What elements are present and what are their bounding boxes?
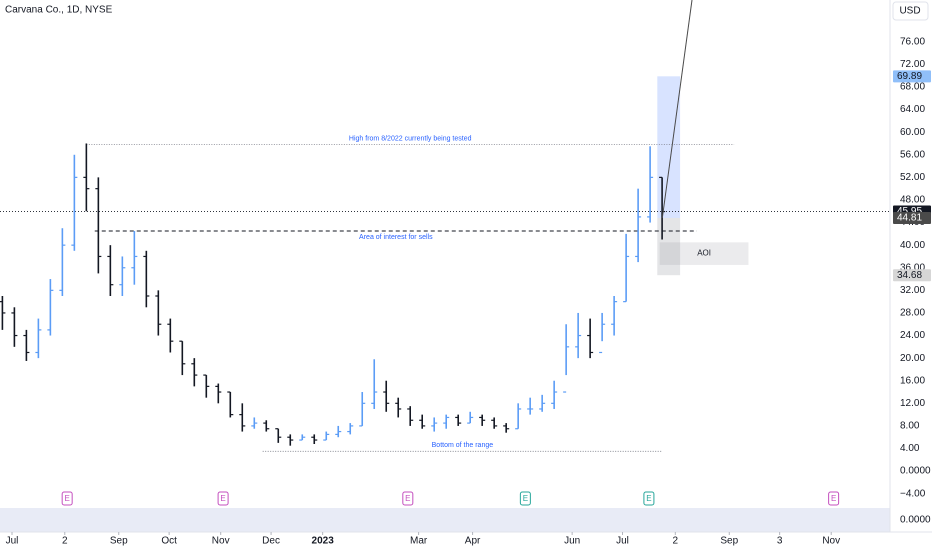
y-tick-label: 68.00 xyxy=(900,82,925,93)
annotation-text: High from 8/2022 currently being tested xyxy=(349,135,472,142)
price-label-bg xyxy=(893,211,931,224)
x-tick-label: Jul xyxy=(6,536,19,547)
event-label: E xyxy=(220,494,225,503)
price-label: 45.95 xyxy=(897,206,922,217)
y-tick-label: 24.00 xyxy=(900,330,925,341)
chart-title: Carvana Co., 1D, NYSE xyxy=(5,5,113,16)
y-tick-label: 16.00 xyxy=(900,375,925,386)
volume-axis-label: 0.0000 xyxy=(900,515,931,526)
currency-button[interactable] xyxy=(892,1,929,21)
y-tick-label: 32.00 xyxy=(900,285,925,296)
event-label: E xyxy=(405,494,410,503)
y-tick-label: 40.00 xyxy=(900,240,925,251)
position-target-zone xyxy=(657,76,681,218)
x-tick-label: Dec xyxy=(262,536,280,547)
event-icon xyxy=(643,491,655,506)
event-label: E xyxy=(523,494,528,503)
event-label: E xyxy=(646,494,651,503)
y-tick-label: −4.00 xyxy=(900,488,926,499)
x-tick-label: Jun xyxy=(564,536,580,547)
price-label: 34.68 xyxy=(897,270,922,281)
event-icon xyxy=(217,491,229,506)
y-tick-label: 72.00 xyxy=(900,59,925,70)
event-icon xyxy=(828,491,840,506)
y-tick-label: 64.00 xyxy=(900,104,925,115)
x-tick-label: Apr xyxy=(465,536,481,547)
y-tick-label: 76.00 xyxy=(900,36,925,47)
x-tick-label: Mar xyxy=(410,536,428,547)
y-tick-label: 28.00 xyxy=(900,308,925,319)
y-tick-label: 0.0000 xyxy=(900,466,931,477)
event-label: E xyxy=(64,494,69,503)
event-label: E xyxy=(831,494,836,503)
x-tick-label: Sep xyxy=(720,536,738,547)
y-tick-label: 12.00 xyxy=(900,398,925,409)
event-icon xyxy=(61,491,73,506)
y-tick-label: 20.00 xyxy=(900,353,925,364)
x-tick-label: Sep xyxy=(110,536,128,547)
position-stop-zone xyxy=(657,217,681,276)
event-icon xyxy=(519,491,531,506)
price-label: 69.89 xyxy=(897,71,922,82)
price-label-bg xyxy=(893,70,931,83)
annotation-text: Bottom of the range xyxy=(432,442,494,449)
x-tick-label: Nov xyxy=(822,536,840,547)
y-tick-label: 48.00 xyxy=(900,195,925,206)
price-label: 44.81 xyxy=(897,213,922,224)
projection-line xyxy=(661,0,693,219)
volume-pane xyxy=(0,508,890,532)
event-icon xyxy=(402,491,414,506)
y-tick-label: 4.00 xyxy=(900,443,920,454)
x-tick-label: 3 xyxy=(777,536,783,547)
x-tick-label: Jul xyxy=(616,536,629,547)
y-tick-label: 36.00 xyxy=(900,262,925,273)
y-tick-label: 52.00 xyxy=(900,172,925,183)
y-tick-label: 60.00 xyxy=(900,127,925,138)
y-tick-label: 8.00 xyxy=(900,421,920,432)
aoi-box xyxy=(659,242,749,265)
price-label-bg xyxy=(893,269,931,282)
x-tick-label: 2023 xyxy=(312,536,335,547)
x-tick-label: Nov xyxy=(212,536,230,547)
x-tick-label: 2 xyxy=(673,536,679,547)
currency[interactable]: USD xyxy=(899,6,920,17)
y-tick-label: 56.00 xyxy=(900,149,925,160)
x-tick-label: 2 xyxy=(62,536,68,547)
x-tick-label: Oct xyxy=(161,536,177,547)
aoi-label: AOI xyxy=(697,249,711,258)
annotation-text: Area of interest for sells xyxy=(359,234,433,241)
